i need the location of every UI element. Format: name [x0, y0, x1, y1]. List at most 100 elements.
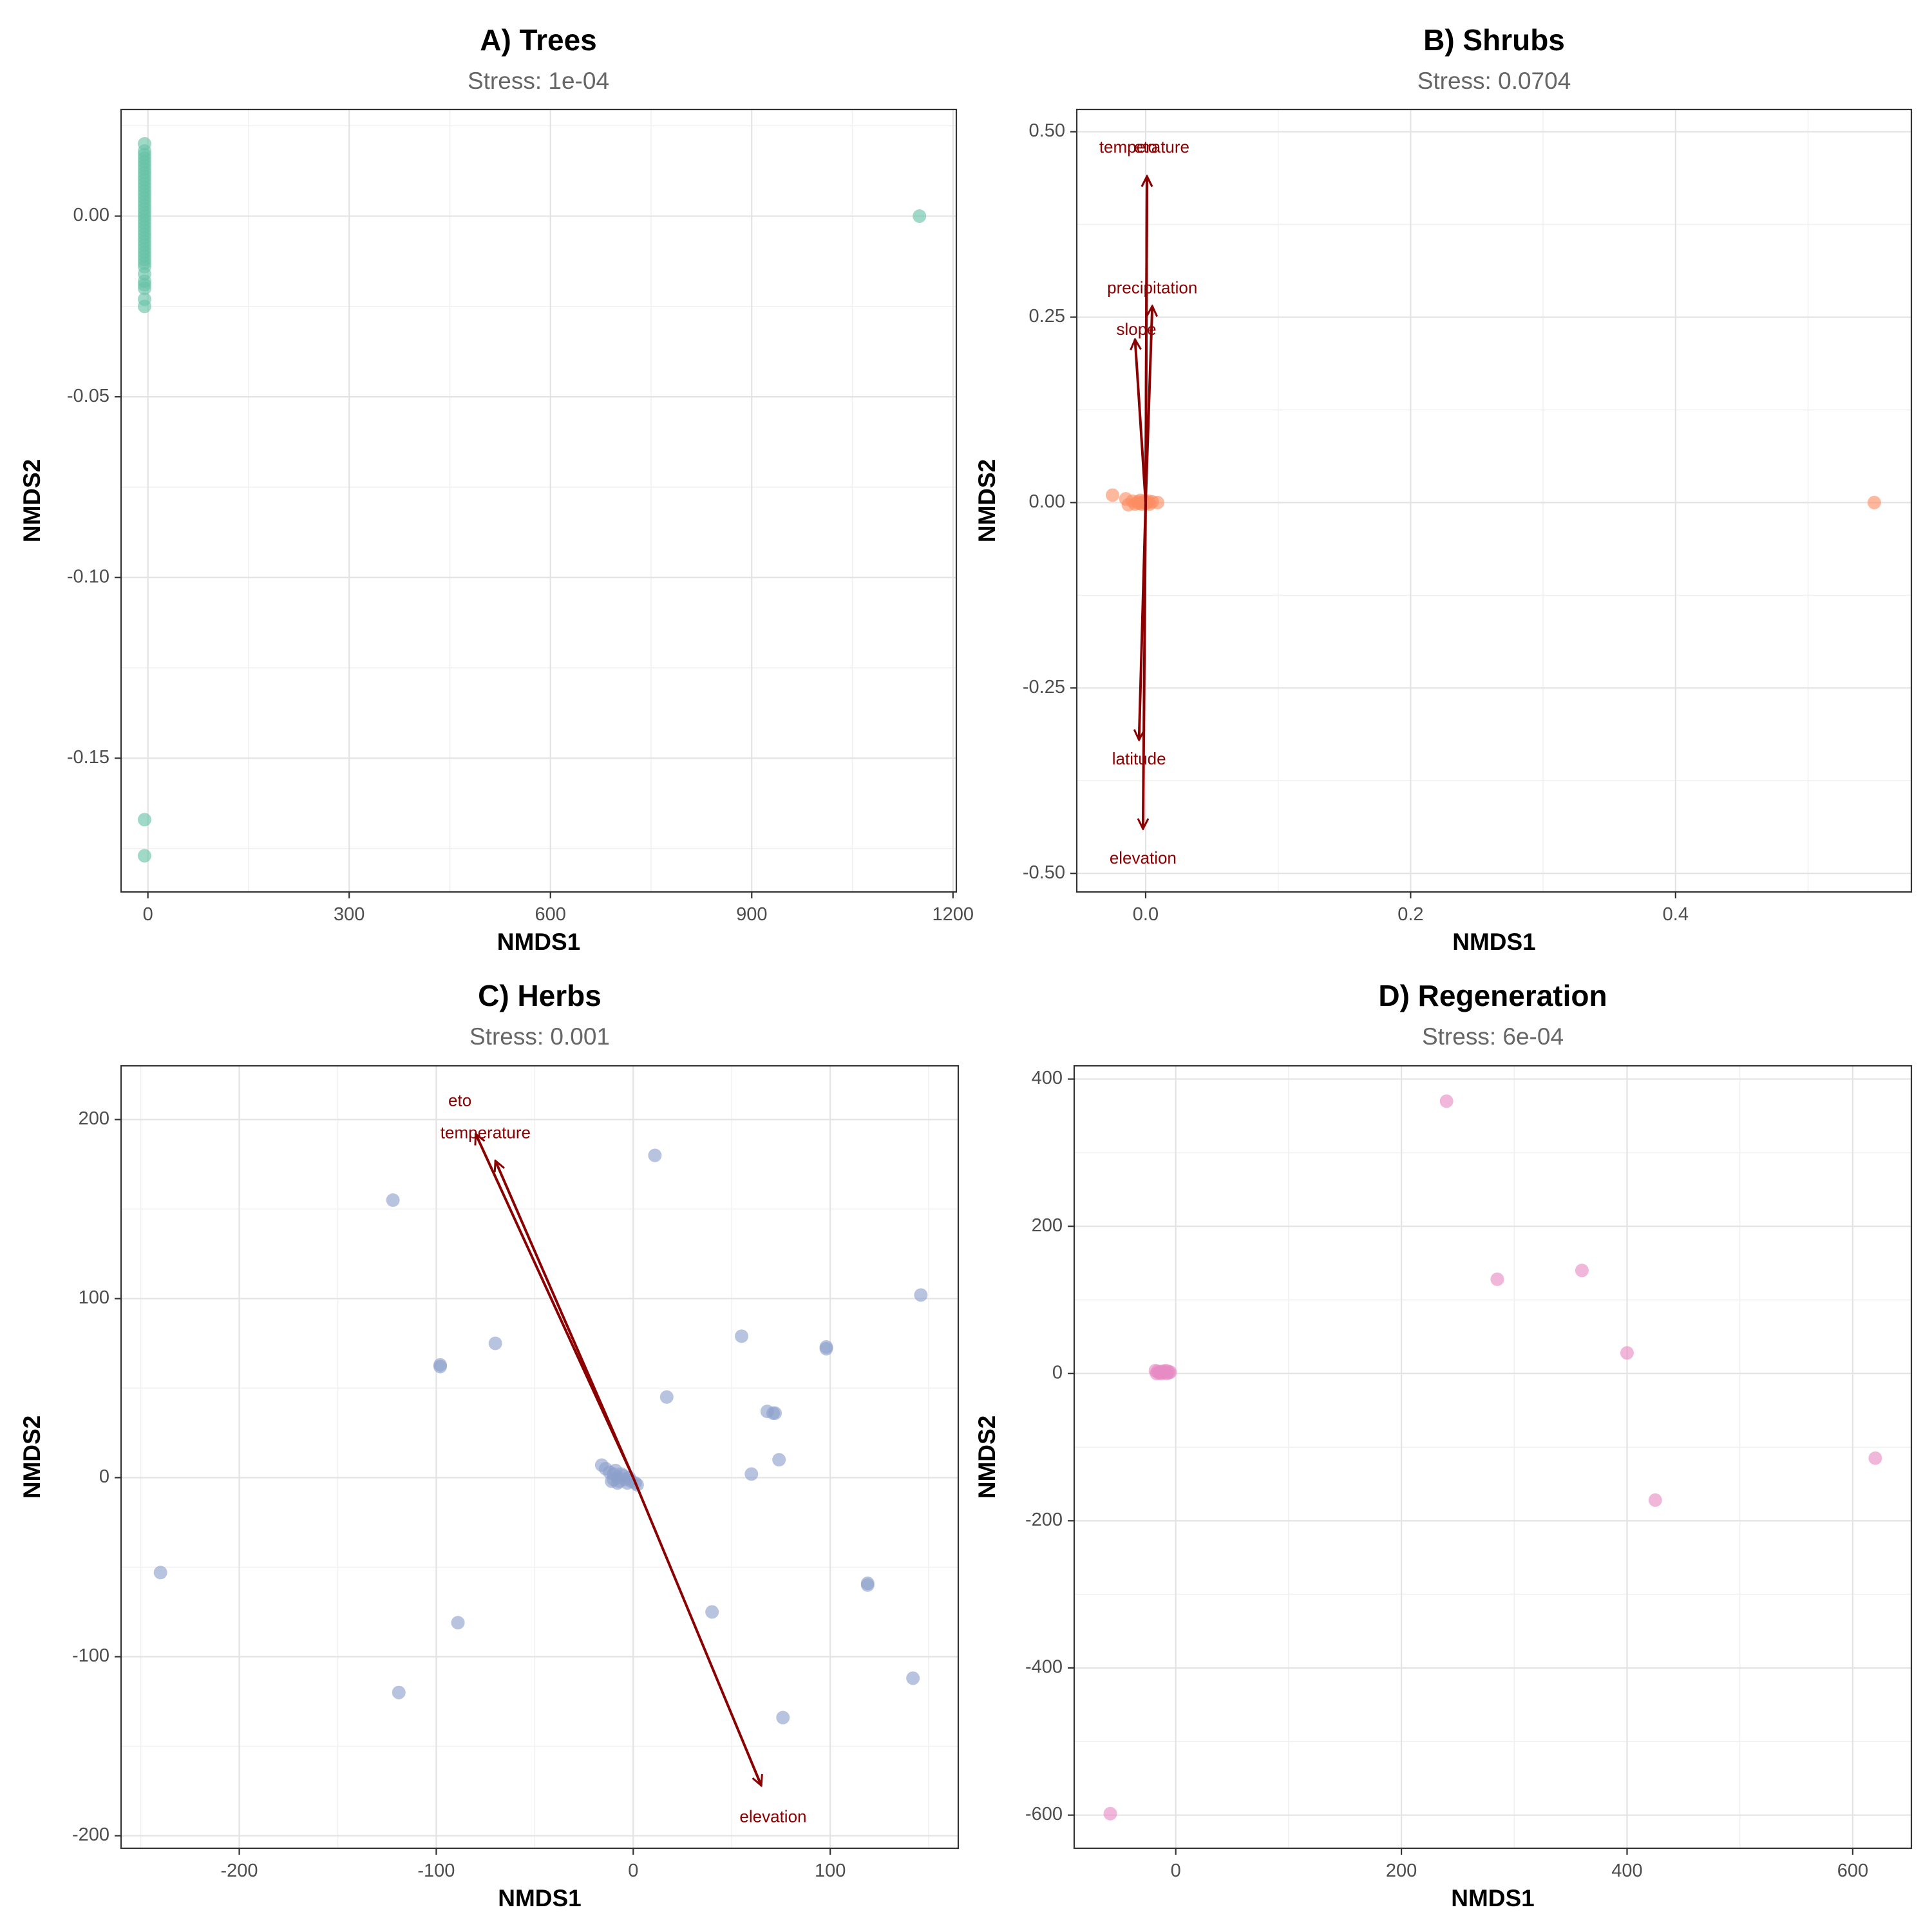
y-tick-label: -0.25 [1023, 677, 1065, 697]
x-tick-label: 900 [736, 904, 767, 925]
data-point [906, 1671, 920, 1685]
data-point [1620, 1346, 1634, 1360]
data-point [768, 1406, 782, 1420]
x-tick-label: 600 [1837, 1861, 1868, 1881]
vector-arrow-slope [1135, 339, 1147, 503]
env-vectors: eto temperature elevation [440, 1090, 807, 1826]
y-tick-label: -0.05 [67, 386, 109, 406]
chart-subtitle: Stress: 1e-04 [468, 68, 609, 94]
y-tick-label: 400 [1032, 1068, 1063, 1088]
plot-border [1073, 1065, 1913, 1850]
panel-d: 0 200 400 600 400 200 0 -200 -400 -600 D) Regenera… [974, 979, 1913, 1911]
vector-arrow-precipitation [1144, 306, 1152, 503]
y-tick-label: -200 [72, 1824, 109, 1845]
y-tick-label: -0.15 [67, 747, 109, 768]
data-points [1106, 488, 1881, 512]
y-tick-label: -0.50 [1023, 862, 1065, 883]
vector-label-temperature: temperature [440, 1123, 531, 1142]
chart-title: D) Regeneration [1378, 979, 1607, 1012]
x-tick-label: 400 [1611, 1861, 1642, 1881]
y-tick-label: 0 [1052, 1362, 1063, 1383]
data-point [488, 1336, 502, 1350]
x-tick-label: 100 [815, 1861, 846, 1881]
data-points [153, 1148, 928, 1725]
data-point [659, 1390, 674, 1404]
chart-title: A) Trees [480, 23, 597, 57]
x-axis-label: NMDS1 [1452, 929, 1536, 955]
vector-label-slope: slope [1116, 319, 1156, 339]
data-point [1575, 1264, 1589, 1278]
plot-border [1075, 108, 1913, 893]
y-axis-label: NMDS2 [974, 459, 1000, 543]
x-tick-label: 300 [334, 904, 365, 925]
y-tick-label: 200 [1032, 1215, 1063, 1236]
vector-arrow-elevation [1143, 502, 1146, 829]
data-point [137, 281, 151, 296]
panel-c: eto temperature elevation -200 -100 0 100 200 10… [19, 979, 960, 1911]
y-tick-label: -200 [1025, 1510, 1063, 1530]
data-points [137, 137, 927, 863]
data-point [153, 1566, 167, 1580]
vector-label-latitude: latitude [1112, 749, 1166, 768]
data-point [1163, 1365, 1177, 1379]
y-tick-label: 200 [79, 1108, 109, 1129]
x-tick-label: 200 [1386, 1861, 1417, 1881]
x-tick-label: 1200 [933, 904, 974, 925]
plot-background [1074, 1066, 1911, 1848]
vector-label-elevation: elevation [1110, 848, 1177, 867]
data-point [1868, 1451, 1882, 1465]
axis-ticks: 0.0 0.2 0.4 0.50 0.25 0.00 -0.25 -0.50 [1023, 120, 1689, 925]
data-point [705, 1605, 719, 1619]
data-point [1490, 1272, 1504, 1286]
data-point [611, 1476, 625, 1490]
data-point [451, 1616, 465, 1630]
y-tick-label: 0.25 [1029, 306, 1065, 327]
data-point [1439, 1094, 1454, 1108]
y-tick-label: 0.00 [1029, 491, 1065, 512]
plot-background [1077, 109, 1911, 892]
data-point [1867, 495, 1881, 509]
x-tick-label: 0.4 [1663, 904, 1689, 925]
x-tick-label: 0.0 [1133, 904, 1159, 925]
data-point [735, 1329, 749, 1343]
data-point [137, 849, 151, 863]
axis-ticks: 0 300 600 900 1200 0.00 -0.05 -0.10 -0.15 [67, 205, 974, 925]
vector-arrow-temperature [495, 1160, 635, 1479]
data-point [137, 299, 151, 314]
data-point [819, 1341, 833, 1356]
y-tick-label: 0.00 [73, 205, 109, 225]
data-point [860, 1578, 875, 1592]
y-axis-label: NMDS2 [974, 1416, 1000, 1499]
y-tick-label: -0.10 [67, 566, 109, 587]
vector-label-eto: eto [448, 1090, 471, 1110]
y-tick-label: 0.50 [1029, 120, 1065, 141]
vector-label-elevation: elevation [739, 1807, 806, 1826]
chart-subtitle: Stress: 0.0704 [1417, 68, 1571, 94]
data-point [386, 1193, 400, 1208]
plot-border [120, 108, 958, 893]
chart-subtitle: Stress: 0.001 [469, 1023, 610, 1050]
x-tick-label: 600 [535, 904, 566, 925]
data-point [1106, 488, 1120, 502]
x-tick-label: -200 [221, 1861, 258, 1881]
vector-label-eto: eto [1134, 137, 1157, 156]
data-point [137, 813, 151, 827]
vector-arrow-elevation [632, 1477, 761, 1785]
plot-background [121, 1066, 958, 1848]
y-tick-label: -400 [1025, 1657, 1063, 1678]
data-point [744, 1467, 759, 1481]
data-point [913, 209, 927, 223]
y-tick-label: -100 [72, 1645, 109, 1666]
data-point [392, 1685, 406, 1700]
data-point [914, 1288, 928, 1302]
gridlines [1074, 1066, 1911, 1848]
gridlines [121, 1066, 958, 1848]
vector-label-temperature: temperature [1099, 137, 1189, 156]
x-tick-label: -100 [417, 1861, 455, 1881]
y-tick-label: 0 [99, 1466, 109, 1487]
data-point [1103, 1806, 1117, 1821]
vector-label-precipitation: precipitation [1107, 278, 1197, 298]
plot-background [121, 109, 956, 892]
